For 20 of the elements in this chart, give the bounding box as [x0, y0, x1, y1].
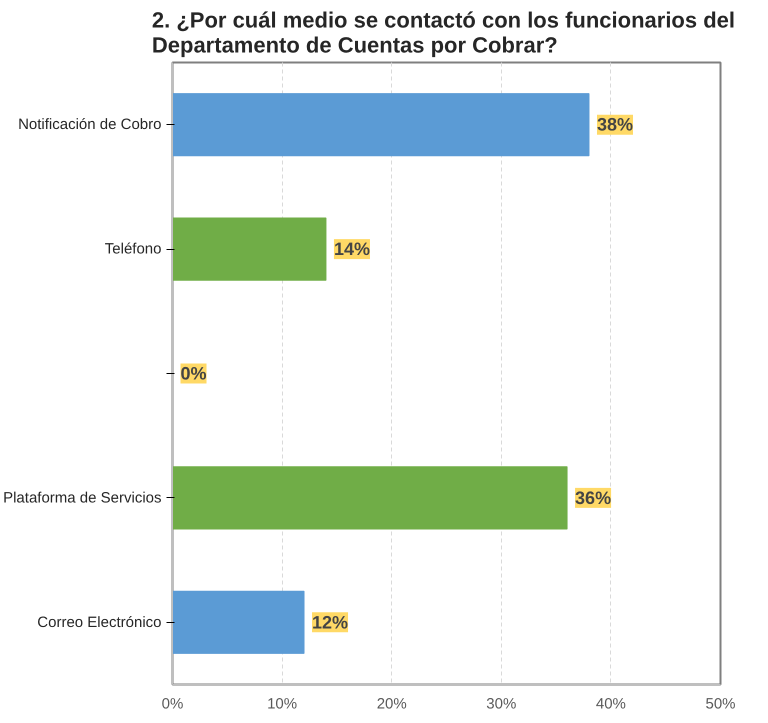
data-label: 14% [334, 239, 370, 260]
x-tick-label: 20% [376, 696, 407, 712]
chart-title: 2. ¿Por cuál medio se contactó con los funcionarios del Departamento de Cuentas por Cobrar? [152, 8, 736, 58]
bar [172, 218, 326, 281]
bar [172, 466, 568, 530]
data-label: 38% [596, 114, 634, 135]
x-tick-label: 10% [267, 696, 298, 712]
data-label: 0% [180, 364, 207, 384]
x-tick-label: 0% [162, 696, 184, 712]
x-tick-label: 30% [486, 696, 516, 712]
data-label: 12% [312, 612, 348, 632]
bar [172, 590, 305, 654]
bar [172, 93, 590, 156]
data-label: 36% [575, 488, 612, 508]
y-tick-label: Correo Electrónico [37, 614, 162, 631]
y-tick-label: Notificación de Cobro [18, 116, 162, 134]
x-tick-label: 50% [705, 696, 736, 712]
y-tick-label: Plataforma de Servicios [3, 489, 162, 506]
y-tick-label: Teléfono [104, 240, 162, 258]
x-tick-label: 40% [596, 696, 626, 712]
